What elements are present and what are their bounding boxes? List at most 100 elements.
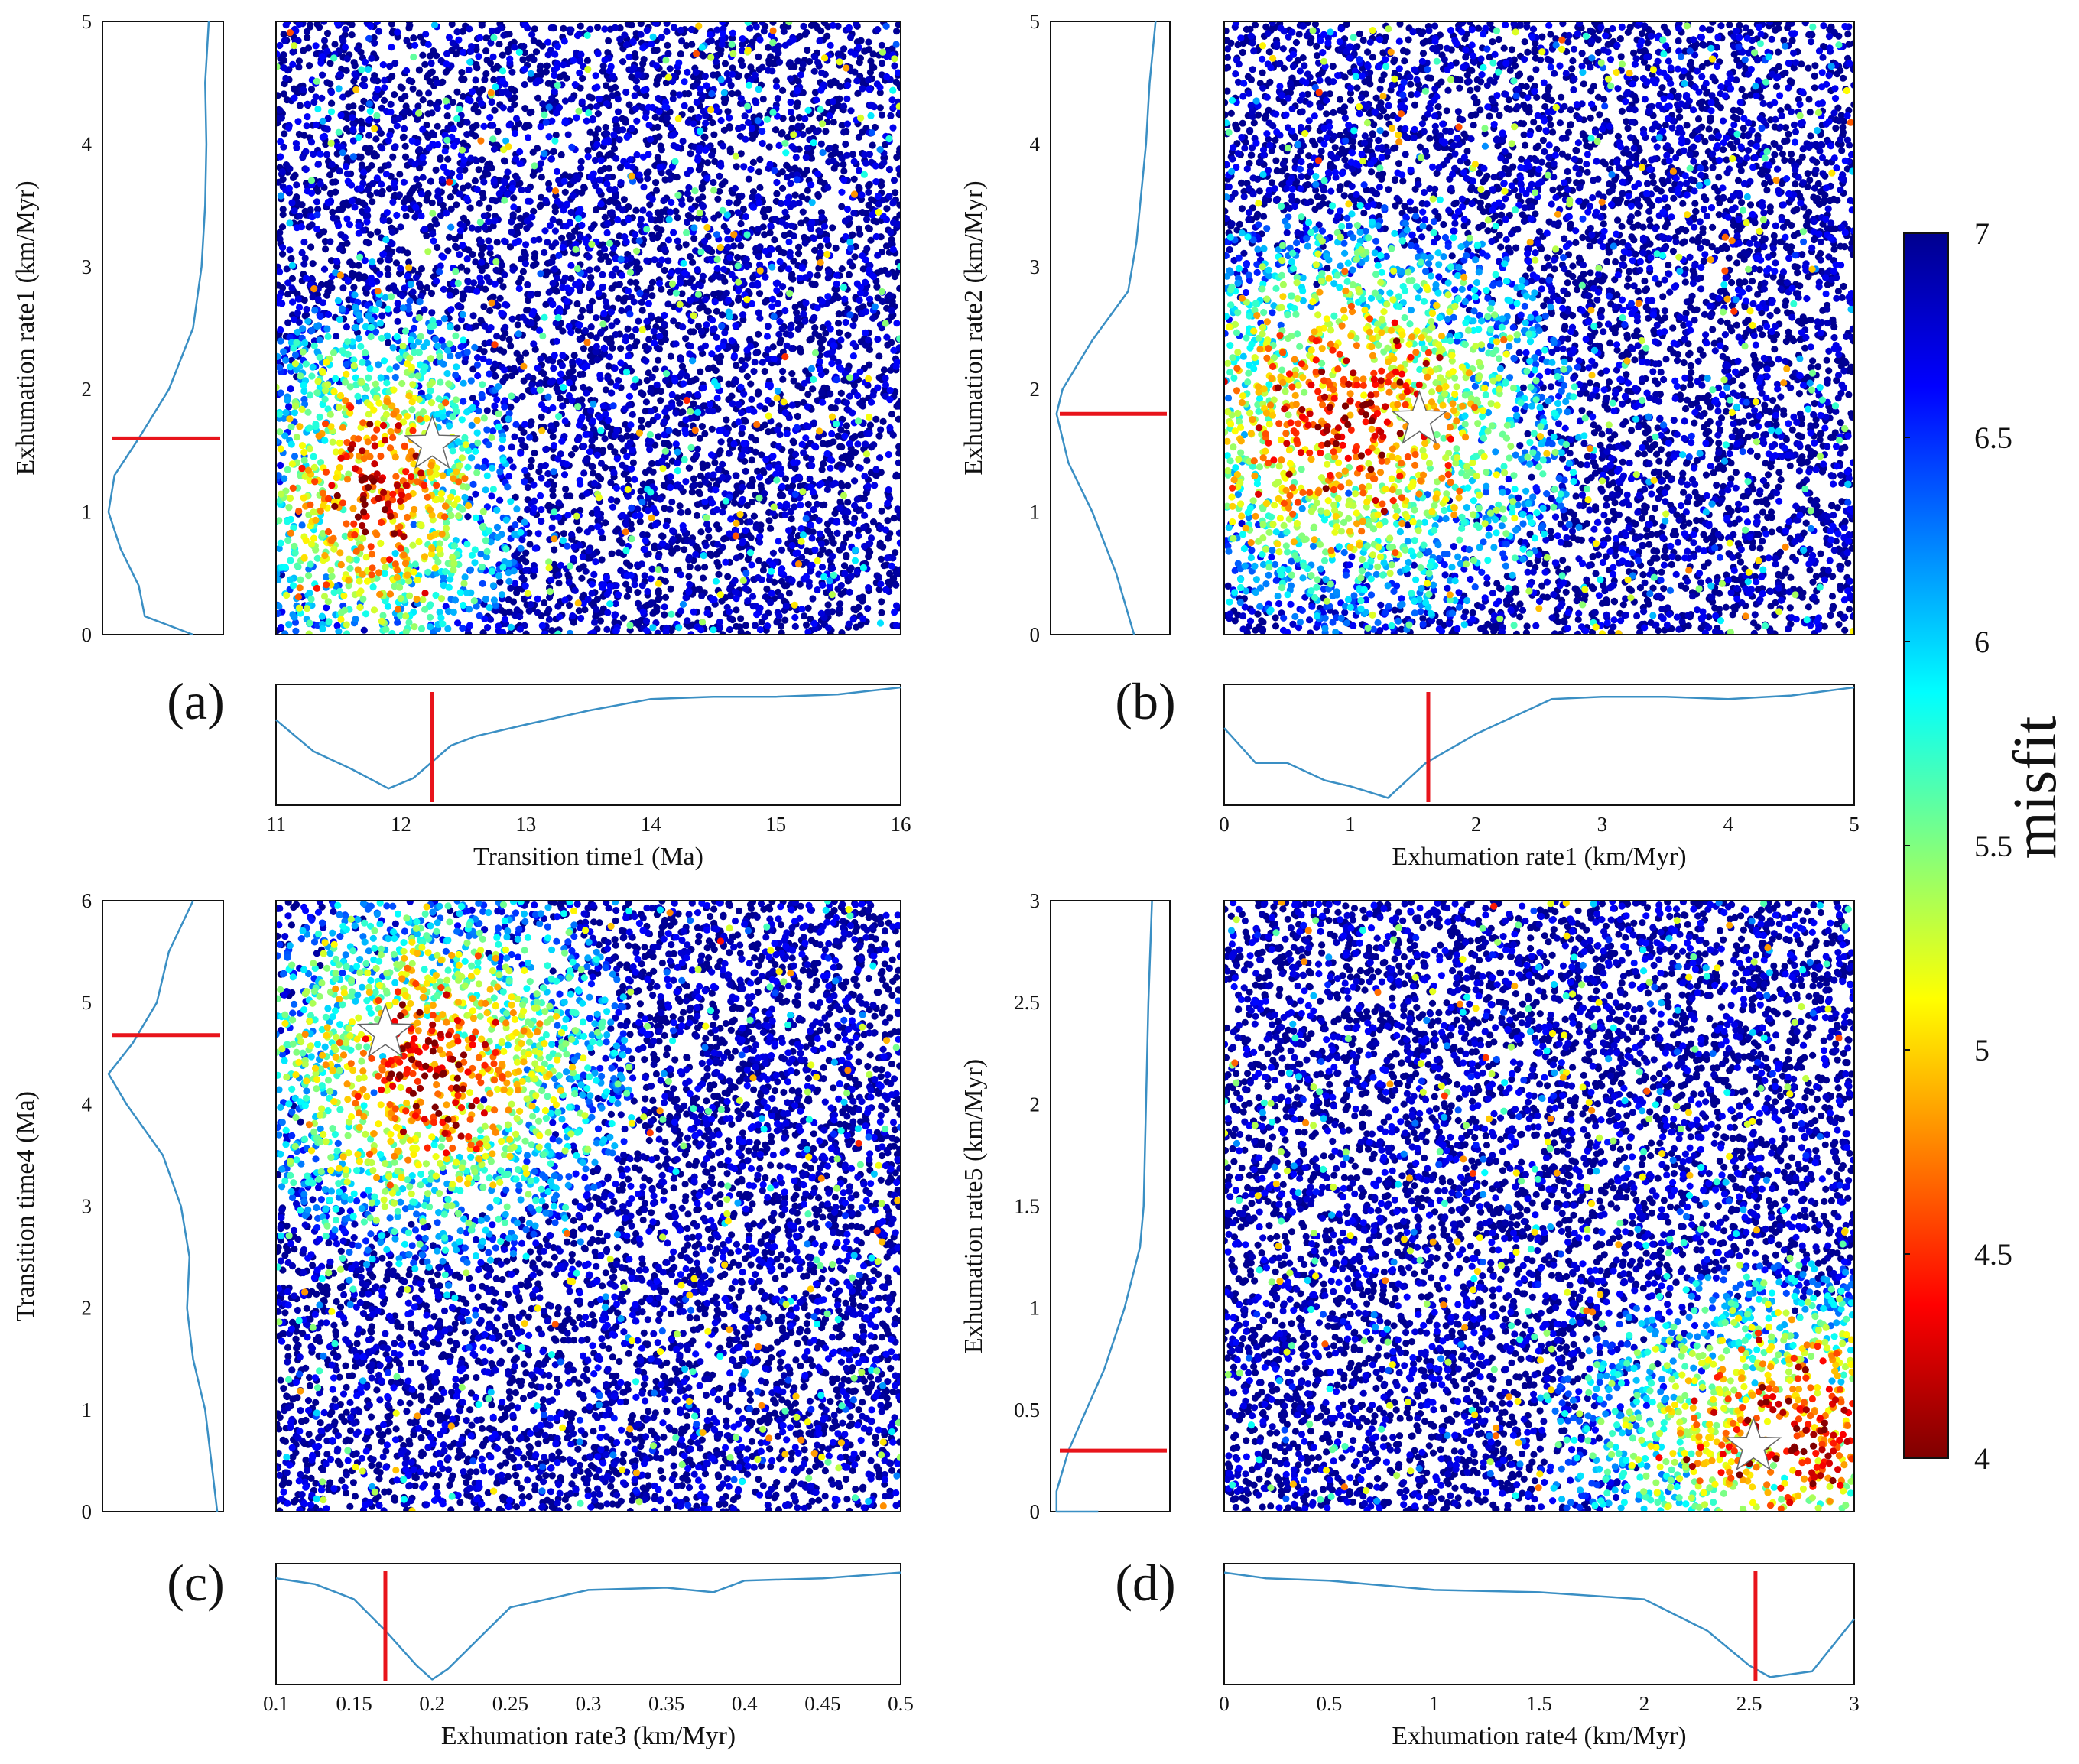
x-tick-label: 0.4 — [732, 1692, 758, 1715]
y-tick-label: 1 — [1030, 501, 1041, 524]
colorbar-label: misfit — [2002, 716, 2069, 859]
y-tick-label: 1 — [82, 1399, 93, 1421]
bottom-marginal-curve — [1223, 686, 1855, 799]
scatter-points — [276, 901, 901, 1512]
y-tick-label: 0 — [82, 623, 93, 646]
scatter-points — [1224, 901, 1854, 1512]
bottom-marginal-curve — [275, 1571, 901, 1681]
scatter-frame — [275, 21, 901, 635]
x-tick-label: 3 — [1849, 1692, 1860, 1715]
scatter-points — [1224, 21, 1854, 635]
left-marginal-curve — [1055, 900, 1153, 1513]
x-axis-label: Exhumation rate1 (km/Myr) — [1392, 843, 1686, 871]
y-tick-label: 2 — [1030, 378, 1041, 401]
x-tick-label: 1 — [1429, 1692, 1440, 1715]
x-tick-label: 0.5 — [888, 1692, 914, 1715]
left-marginal-frame — [1050, 21, 1171, 635]
colorbar-tick-label: 4 — [1974, 1441, 1990, 1476]
x-tick-label: 12 — [391, 813, 411, 836]
bottom-marginal-curve — [275, 686, 901, 790]
y-tick-label: 4 — [82, 132, 93, 155]
x-tick-label: 3 — [1597, 813, 1608, 836]
y-tick-label: 1 — [82, 501, 93, 524]
bottom-marginal-curve — [1223, 1571, 1855, 1678]
y-axis-label: Exhumation rate2 (km/Myr) — [960, 180, 988, 475]
panel-d: (d) 0 0.5 1 1.5 2 2.5 3 Exhumation rate5 (km/Myr… — [960, 889, 1860, 1750]
left-marginal-frame — [102, 900, 224, 1512]
x-tick-label: 2.5 — [1736, 1692, 1762, 1715]
x-tick-label: 0.15 — [336, 1692, 372, 1715]
best-fit-star — [356, 1002, 414, 1057]
x-axis-label: Exhumation rate3 (km/Myr) — [441, 1722, 736, 1750]
y-tick-label: 2 — [1030, 1093, 1041, 1116]
bottom-marginal-frame — [1223, 1563, 1855, 1685]
x-tick-label: 1 — [1345, 813, 1356, 836]
x-axis-label: Transition time1 (Ma) — [473, 843, 703, 871]
x-tick-label: 2 — [1639, 1692, 1650, 1715]
panel-label: (c) — [167, 1554, 224, 1612]
bottom-marginal-frame — [275, 684, 901, 806]
scatter-frame — [1223, 21, 1855, 635]
x-tick-label: 13 — [515, 813, 536, 836]
x-tick-label: 0.2 — [419, 1692, 445, 1715]
best-fit-star — [1391, 390, 1448, 445]
y-tick-label: 0 — [82, 1500, 93, 1523]
panel-b: (b) 0 1 2 3 4 5 Exhumation rate2 (km/Myr) 0 1 2 3 4 5… — [960, 10, 1860, 871]
y-axis-label: Exhumation rate5 (km/Myr) — [960, 1059, 988, 1353]
x-tick-label: 1.5 — [1526, 1692, 1552, 1715]
y-tick-label: 0 — [1030, 623, 1041, 646]
y-tick-label: 2 — [82, 1297, 93, 1320]
panel-label: (d) — [1115, 1554, 1175, 1612]
x-tick-label: 0 — [1219, 1692, 1230, 1715]
y-tick-label: 2 — [82, 378, 93, 401]
colorbar: 4 4.5 5 5.5 6 6.5 7 — [1903, 216, 2012, 1476]
panel-label: (b) — [1115, 672, 1175, 730]
x-axis-label: Exhumation rate4 (km/Myr) — [1392, 1722, 1686, 1750]
x-tick-label: 14 — [641, 813, 662, 836]
y-tick-label: 1.5 — [1014, 1195, 1040, 1218]
y-tick-label: 3 — [1030, 889, 1041, 912]
y-tick-label: 6 — [82, 889, 93, 912]
y-tick-label: 0.5 — [1014, 1399, 1040, 1421]
y-tick-label: 5 — [82, 991, 93, 1014]
y-tick-label: 3 — [1030, 255, 1041, 278]
scatter-frame — [1223, 900, 1855, 1512]
left-marginal-curve — [107, 21, 210, 636]
y-tick-label: 3 — [82, 255, 93, 278]
colorbar-tick-label: 5 — [1974, 1033, 1990, 1067]
colorbar-tick-label: 4.5 — [1974, 1237, 2012, 1272]
y-axis-label: Exhumation rate1 (km/Myr) — [11, 180, 40, 475]
x-tick-label: 0.3 — [576, 1692, 602, 1715]
x-tick-label: 15 — [765, 813, 786, 836]
panel-label: (a) — [167, 672, 224, 730]
bottom-marginal-frame — [1223, 684, 1855, 806]
y-tick-label: 0 — [1030, 1500, 1041, 1523]
scatter-points — [276, 21, 901, 635]
x-tick-label: 16 — [891, 813, 911, 836]
y-axis-label: Transition time4 (Ma) — [11, 1091, 40, 1321]
best-fit-star — [1724, 1416, 1782, 1471]
colorbar-tick-label: 5.5 — [1974, 829, 2012, 863]
left-marginal-frame — [102, 21, 224, 635]
scatter-frame — [275, 900, 901, 1512]
y-tick-label: 5 — [82, 10, 93, 33]
left-marginal-frame — [1050, 900, 1171, 1512]
y-tick-label: 3 — [82, 1195, 93, 1218]
y-tick-label: 5 — [1030, 10, 1041, 33]
x-tick-label: 0.25 — [492, 1692, 528, 1715]
x-tick-label: 2 — [1471, 813, 1482, 836]
x-tick-label: 5 — [1849, 813, 1860, 836]
colorbar-tick-label: 6 — [1974, 625, 1990, 659]
bottom-marginal-frame — [275, 1563, 901, 1685]
colorbar-tick-label: 7 — [1974, 216, 1990, 251]
y-tick-label: 4 — [82, 1093, 93, 1116]
y-tick-label: 4 — [1030, 132, 1041, 155]
x-tick-label: 11 — [266, 813, 286, 836]
y-tick-label: 1 — [1030, 1297, 1041, 1320]
left-marginal-curve — [1055, 21, 1157, 635]
colorbar-gradient — [1903, 232, 1949, 1459]
left-marginal-curve — [107, 900, 219, 1512]
x-tick-label: 0 — [1219, 813, 1230, 836]
